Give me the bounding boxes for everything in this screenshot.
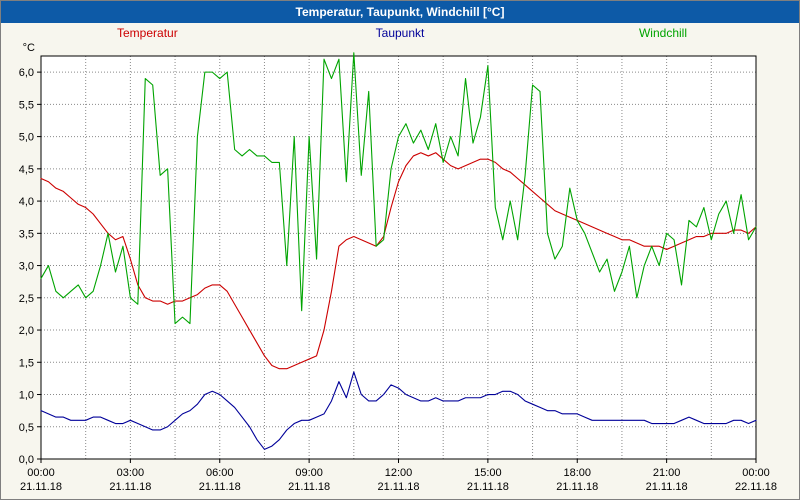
svg-text:21.11.18: 21.11.18 xyxy=(556,481,598,493)
svg-text:1,5: 1,5 xyxy=(19,357,34,369)
chart-canvas: °C 0,0 0,5 1,0 1,5 2,0 2,5 3,0 3,5 4,0 4,5 5,0 5,5 6,… xyxy=(19,42,777,493)
svg-text:0,5: 0,5 xyxy=(19,422,34,434)
svg-text:21.11.18: 21.11.18 xyxy=(20,481,62,493)
svg-text:21.11.18: 21.11.18 xyxy=(377,481,419,493)
svg-text:5,0: 5,0 xyxy=(19,132,34,144)
svg-text:06:00: 06:00 xyxy=(206,467,234,479)
svg-text:0,0: 0,0 xyxy=(19,454,34,466)
svg-text:00:00: 00:00 xyxy=(742,467,770,479)
svg-text:21.11.18: 21.11.18 xyxy=(199,481,241,493)
svg-text:4,5: 4,5 xyxy=(19,164,34,176)
svg-text:°C: °C xyxy=(23,42,35,54)
svg-text:21.11.18: 21.11.18 xyxy=(467,481,509,493)
svg-text:22.11.18: 22.11.18 xyxy=(735,481,777,493)
svg-text:21.11.18: 21.11.18 xyxy=(109,481,151,493)
svg-text:21.11.18: 21.11.18 xyxy=(288,481,330,493)
svg-text:5,5: 5,5 xyxy=(19,99,34,111)
svg-text:12:00: 12:00 xyxy=(385,467,413,479)
svg-text:2,0: 2,0 xyxy=(19,325,34,337)
legend-temperatur: Temperatur xyxy=(117,26,178,40)
svg-text:15:00: 15:00 xyxy=(474,467,502,479)
svg-text:3,5: 3,5 xyxy=(19,228,34,240)
svg-text:00:00: 00:00 xyxy=(27,467,55,479)
window-titlebar: Temperatur, Taupunkt, Windchill [°C] xyxy=(1,1,799,23)
window-title: Temperatur, Taupunkt, Windchill [°C] xyxy=(295,5,505,19)
svg-text:18:00: 18:00 xyxy=(563,467,591,479)
svg-text:09:00: 09:00 xyxy=(295,467,323,479)
svg-text:03:00: 03:00 xyxy=(117,467,145,479)
svg-text:3,0: 3,0 xyxy=(19,261,34,273)
svg-text:4,0: 4,0 xyxy=(19,196,34,208)
legend-taupunkt: Taupunkt xyxy=(375,26,425,40)
svg-text:1,0: 1,0 xyxy=(19,390,34,402)
legend-windchill: Windchill xyxy=(638,26,687,40)
svg-text:2,5: 2,5 xyxy=(19,293,34,305)
svg-text:21.11.18: 21.11.18 xyxy=(646,481,688,493)
svg-text:6,0: 6,0 xyxy=(19,67,34,79)
svg-text:21:00: 21:00 xyxy=(653,467,681,479)
chart-legend: Temperatur Taupunkt Windchill xyxy=(1,23,799,41)
